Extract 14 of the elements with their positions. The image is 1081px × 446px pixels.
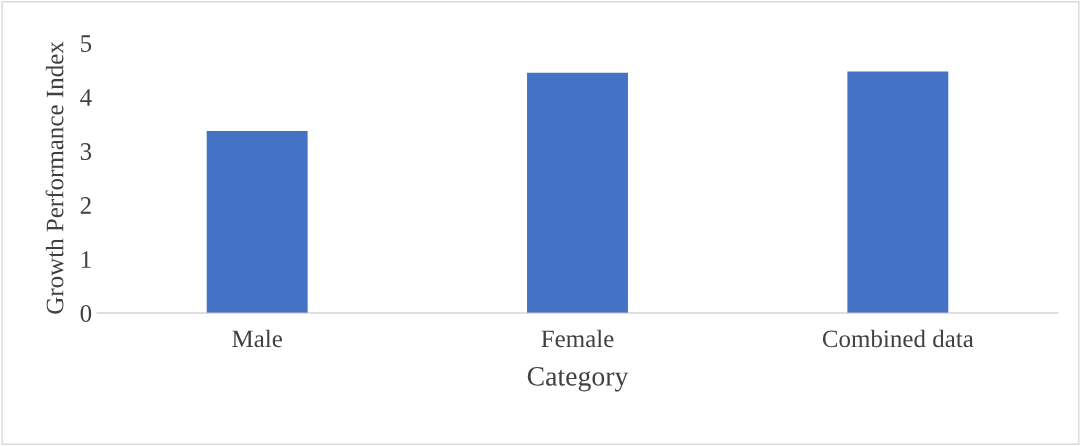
- y-axis-title: Growth Performance Index: [45, 41, 64, 314]
- x-tick-label: Male: [232, 329, 282, 348]
- y-tick-label: 3: [80, 143, 92, 160]
- y-tick-label: 0: [80, 305, 92, 322]
- bar: [206, 131, 308, 313]
- y-tick-label: 4: [80, 89, 92, 106]
- x-tick-label: Combined data: [822, 329, 974, 348]
- x-axis-title: Category: [527, 367, 629, 392]
- y-tick-label: 1: [81, 251, 91, 268]
- x-tick-label: Female: [541, 329, 614, 348]
- y-tick-label: 2: [80, 197, 91, 214]
- bar: [527, 72, 628, 313]
- y-tick-label: 5: [81, 35, 92, 52]
- bar: [847, 71, 949, 313]
